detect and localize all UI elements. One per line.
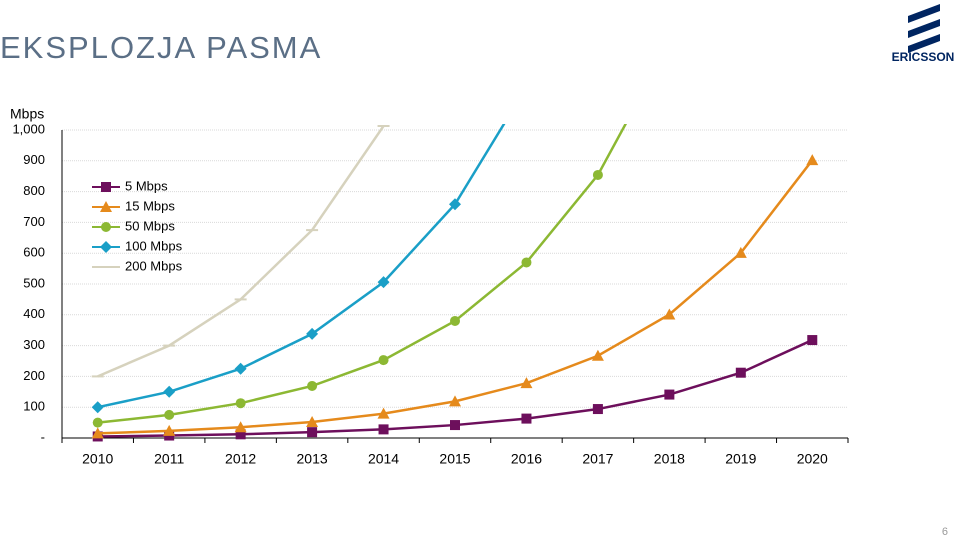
marker: [520, 81, 532, 93]
slide-title: EKSPLOZJA PASMA: [0, 30, 322, 65]
series-line: [97, 124, 628, 424]
marker: [807, 335, 818, 346]
marker: [735, 367, 746, 378]
y-tick-label: 900: [23, 152, 45, 167]
marker: [234, 421, 247, 433]
marker: [91, 401, 104, 414]
y-axis-title: Mbps: [10, 106, 44, 122]
marker: [306, 415, 319, 427]
x-tick-label: 2019: [725, 451, 756, 467]
y-tick-label: 100: [23, 399, 45, 414]
marker: [101, 222, 111, 232]
marker: [306, 327, 319, 340]
marker: [592, 169, 603, 180]
marker: [806, 154, 819, 166]
logo-text: ERICSSON: [892, 50, 955, 64]
legend-label: 100 Mbps: [125, 238, 183, 253]
x-tick-label: 2020: [797, 451, 828, 467]
legend-label: 15 Mbps: [125, 198, 175, 213]
legend-label: 5 Mbps: [125, 178, 168, 193]
marker: [164, 409, 175, 420]
marker: [163, 424, 176, 436]
y-tick-label: 200: [23, 368, 45, 383]
legend-label: 200 Mbps: [125, 258, 183, 273]
marker: [378, 424, 389, 435]
marker: [734, 246, 747, 258]
x-tick-label: 2010: [82, 451, 113, 467]
y-tick-label: 800: [23, 183, 45, 198]
marker: [100, 241, 112, 253]
marker: [234, 362, 247, 375]
x-tick-label: 2018: [654, 451, 685, 467]
marker: [235, 429, 246, 440]
plot-area: [91, 38, 819, 442]
marker: [664, 38, 674, 48]
x-tick-label: 2017: [582, 451, 613, 467]
marker: [449, 395, 461, 407]
x-tick-label: 2014: [368, 451, 399, 467]
marker: [91, 427, 104, 439]
x-tick-label: 2015: [439, 451, 470, 467]
legend-label: 50 Mbps: [125, 218, 175, 233]
marker: [377, 407, 390, 419]
marker: [163, 385, 176, 398]
marker: [92, 417, 103, 428]
marker: [307, 380, 318, 391]
y-tick-label: 500: [23, 275, 45, 290]
x-tick-label: 2012: [225, 451, 256, 467]
page-number: 6: [942, 526, 948, 538]
marker: [521, 257, 532, 268]
x-tick-label: 2013: [297, 451, 328, 467]
marker: [450, 315, 460, 326]
marker: [235, 398, 246, 409]
marker: [663, 308, 676, 320]
marker: [377, 276, 390, 289]
y-tick-label: 400: [23, 306, 45, 321]
y-tick-label: 300: [23, 337, 45, 352]
marker: [664, 389, 675, 400]
marker: [307, 427, 318, 438]
marker: [592, 404, 603, 415]
marker: [101, 182, 111, 192]
x-tick-label: 2016: [511, 451, 542, 467]
marker: [520, 377, 533, 389]
marker: [378, 355, 389, 366]
y-tick-label: 1,000: [12, 121, 45, 136]
marker: [591, 349, 604, 361]
marker: [449, 198, 461, 211]
y-tick-label: 700: [23, 214, 45, 229]
logo: ERICSSON: [892, 4, 955, 64]
x-tick-label: 2011: [154, 451, 184, 467]
marker: [450, 420, 460, 431]
y-tick-label: 600: [23, 245, 45, 260]
marker: [100, 201, 112, 212]
y-tick-label: -: [41, 429, 45, 444]
marker: [521, 413, 532, 424]
